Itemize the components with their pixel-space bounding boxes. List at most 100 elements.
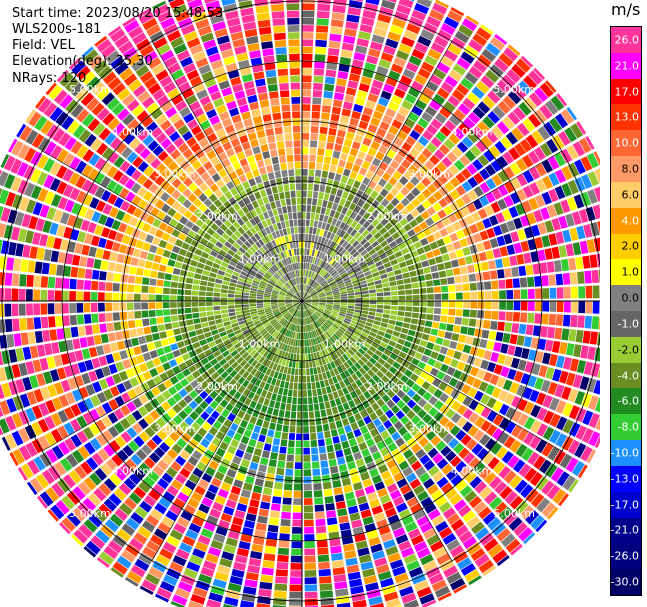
range-gate <box>283 321 289 328</box>
range-gate <box>389 559 404 570</box>
range-gate <box>226 429 236 438</box>
range-gate <box>256 291 264 295</box>
range-gate <box>58 394 69 408</box>
range-gate <box>270 328 276 335</box>
range-gate <box>324 430 331 439</box>
range-gate <box>467 189 478 201</box>
range-gate <box>296 293 301 299</box>
range-gate <box>361 192 369 202</box>
range-gate <box>463 292 470 300</box>
range-gate <box>304 526 315 534</box>
range-gate <box>481 48 497 62</box>
range-gate <box>317 547 329 555</box>
range-gate <box>171 443 183 454</box>
range-gate <box>506 69 521 83</box>
range-gate <box>362 294 370 298</box>
range-gate <box>258 588 272 597</box>
range-gate <box>257 259 264 266</box>
range-gate <box>263 303 271 305</box>
range-gate <box>295 293 300 299</box>
range-gate <box>273 597 287 606</box>
range-gate <box>319 350 324 358</box>
range-gate <box>500 343 509 354</box>
range-gate <box>335 449 344 458</box>
range-gate <box>304 303 309 309</box>
range-gate <box>513 370 524 383</box>
range-gate <box>355 45 368 55</box>
range-gate <box>170 288 178 295</box>
range-gate <box>166 329 174 337</box>
range-gate <box>334 92 344 101</box>
range-gate <box>321 416 328 425</box>
range-gate <box>335 254 342 261</box>
range-gate <box>344 243 352 251</box>
range-gate <box>480 24 494 35</box>
range-gate <box>112 183 124 196</box>
range-gate <box>528 301 535 311</box>
range-gate <box>593 186 600 202</box>
range-gate <box>321 281 328 287</box>
range-gate <box>240 600 255 607</box>
range-gate <box>285 321 290 328</box>
range-gate <box>440 81 454 94</box>
range-gate <box>331 325 338 332</box>
range-gate <box>295 440 302 448</box>
range-gate <box>294 469 302 477</box>
range-gate <box>33 289 40 301</box>
range-gate <box>18 303 26 316</box>
range-gate <box>417 387 427 397</box>
range-gate <box>304 299 312 301</box>
range-gate <box>563 286 571 299</box>
range-gate <box>348 301 355 304</box>
range-gate <box>216 367 225 375</box>
range-gate <box>541 442 554 457</box>
range-gate <box>527 150 540 165</box>
range-gate <box>33 388 44 403</box>
range-gate <box>161 232 171 242</box>
range-gate <box>256 303 264 306</box>
range-gate <box>106 165 118 178</box>
range-gate <box>475 140 488 153</box>
range-gate <box>404 93 417 104</box>
range-gate <box>230 278 238 284</box>
range-gate <box>278 342 284 350</box>
range-gate <box>321 245 326 252</box>
range-gate <box>212 245 221 253</box>
range-gate <box>562 272 571 285</box>
range-gate <box>394 370 403 379</box>
range-gate <box>70 140 83 155</box>
range-gate <box>288 360 293 368</box>
range-gate <box>323 341 329 348</box>
range-gate <box>36 495 48 509</box>
range-gate <box>120 431 132 443</box>
range-gate <box>191 307 199 313</box>
range-gate <box>310 263 314 271</box>
range-gate <box>367 93 379 103</box>
range-gate <box>564 127 577 143</box>
range-gate <box>451 146 463 158</box>
range-gate <box>277 280 284 286</box>
range-gate <box>322 200 328 208</box>
range-gate <box>342 215 350 224</box>
range-gate <box>91 313 99 324</box>
range-gate <box>146 379 156 389</box>
range-gate <box>229 575 243 586</box>
range-gate <box>313 313 319 319</box>
range-gate <box>108 493 122 507</box>
range-gate <box>545 367 555 380</box>
range-gate <box>541 275 549 287</box>
range-gate <box>518 527 533 542</box>
range-gate <box>0 367 7 382</box>
range-gate <box>346 87 357 96</box>
range-gate <box>349 468 359 477</box>
range-gate <box>453 350 462 360</box>
range-gate <box>398 365 407 374</box>
range-gate <box>523 401 535 415</box>
range-gate <box>447 316 455 324</box>
range-gate <box>535 194 546 208</box>
range-gate <box>449 232 459 242</box>
range-gate <box>161 412 172 424</box>
range-gate <box>155 365 165 374</box>
range-gate <box>412 301 420 306</box>
range-gate <box>92 381 102 393</box>
